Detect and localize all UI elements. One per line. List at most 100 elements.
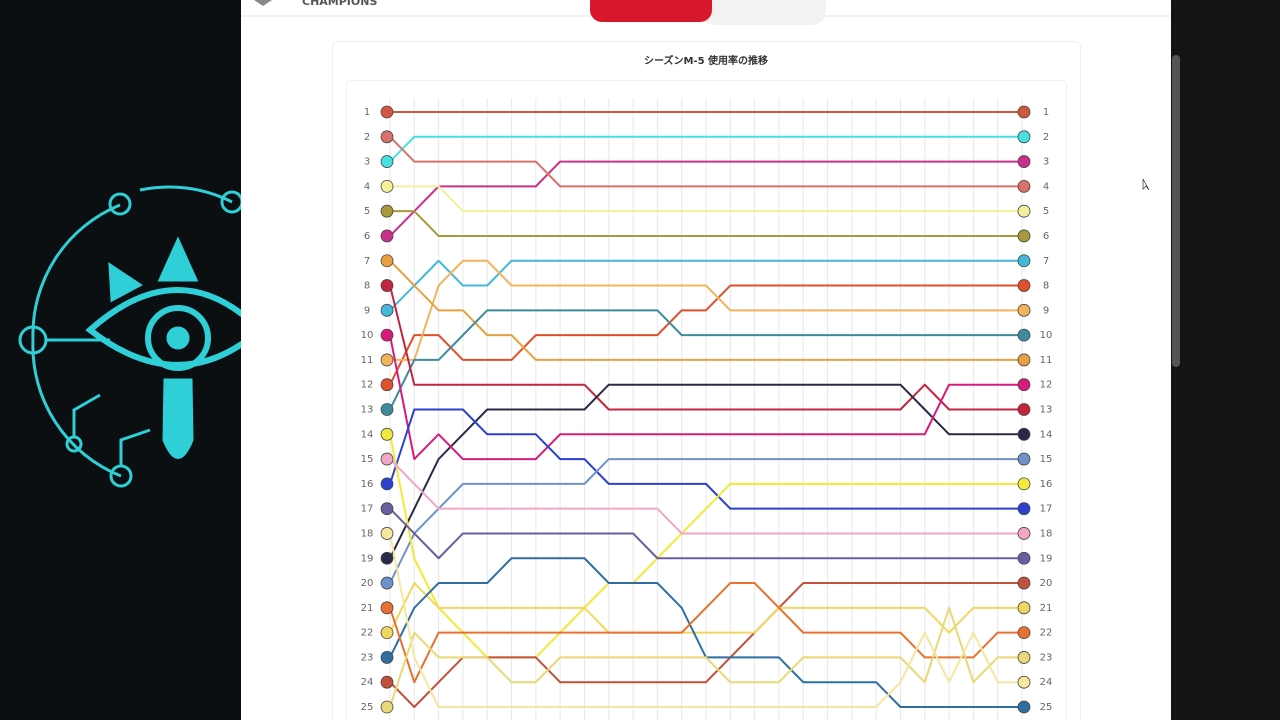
end-icon — [1017, 353, 1031, 367]
start-icon — [380, 675, 394, 689]
rank-label-right: 20 — [1040, 578, 1053, 589]
logo[interactable] — [254, 0, 272, 6]
start-icon — [380, 155, 394, 168]
rank-label-right: 19 — [1040, 553, 1053, 564]
rank-line — [389, 458, 1022, 535]
rank-label-left: 22 — [361, 628, 374, 639]
rank-label-right: 2 — [1043, 132, 1049, 143]
rank-label-left: 14 — [361, 429, 374, 440]
brand[interactable]: CHAMPIONS — [302, 0, 377, 8]
start-icon — [380, 576, 394, 590]
rank-label-right: 3 — [1043, 157, 1049, 168]
end-icon — [1017, 229, 1031, 243]
rank-line — [389, 458, 1022, 584]
rank-label-left: 20 — [361, 578, 374, 589]
rank-line — [389, 284, 1022, 386]
rank-label-left: 4 — [364, 181, 370, 192]
rank-label-left: 2 — [364, 132, 370, 143]
rank-label-left: 1 — [364, 107, 370, 118]
start-icon — [380, 700, 394, 714]
rank-label-right: 23 — [1040, 652, 1053, 663]
start-icon — [380, 403, 394, 416]
rank-label-right: 13 — [1040, 405, 1053, 416]
rank-label-right: 7 — [1043, 256, 1049, 267]
rank-label-left: 23 — [361, 652, 374, 663]
start-icon — [380, 105, 394, 119]
rank-label-left: 19 — [361, 553, 374, 564]
start-icon — [380, 427, 394, 441]
start-icon — [380, 626, 394, 640]
start-icon — [380, 477, 394, 491]
rank-label-right: 25 — [1040, 702, 1053, 713]
end-icon — [1017, 179, 1031, 193]
rank-label-left: 7 — [364, 256, 370, 267]
rank-line — [389, 260, 1022, 361]
end-icon — [1017, 675, 1031, 689]
rank-line — [389, 136, 1022, 188]
rank-line — [389, 533, 1022, 708]
rank-label-left: 12 — [361, 380, 374, 391]
start-icon — [380, 452, 394, 466]
start-icon — [380, 353, 394, 367]
rank-label-right: 17 — [1040, 504, 1053, 515]
rank-label-left: 3 — [364, 157, 370, 168]
end-icon — [1017, 502, 1031, 516]
right-margin — [1171, 0, 1280, 720]
end-icon — [1017, 551, 1031, 565]
rank-label-left: 15 — [361, 454, 374, 465]
toggle-track[interactable] — [700, 0, 826, 25]
end-icon — [1017, 452, 1031, 466]
end-icon — [1017, 204, 1031, 218]
rank-label-right: 5 — [1043, 206, 1049, 217]
end-icon — [1017, 527, 1031, 540]
end-icon — [1017, 651, 1031, 664]
start-icon — [380, 229, 394, 243]
start-icon — [380, 204, 394, 218]
rank-label-left: 5 — [364, 206, 370, 217]
rank-label-left: 21 — [361, 603, 374, 614]
rank-line — [389, 383, 1022, 559]
start-icon — [380, 502, 394, 516]
rank-label-right: 15 — [1040, 454, 1053, 465]
start-icon — [380, 179, 394, 193]
rank-line — [390, 210, 1022, 237]
rank-line — [390, 259, 1022, 361]
end-icon — [1017, 130, 1031, 144]
rank-label-right: 21 — [1040, 603, 1053, 614]
scrollbar[interactable] — [1172, 55, 1180, 367]
rank-label-right: 9 — [1043, 305, 1049, 316]
rank-line — [389, 135, 1022, 163]
rank-label-left: 6 — [364, 231, 370, 242]
tab-button[interactable] — [590, 0, 712, 22]
rank-line — [389, 582, 1022, 708]
rank-line — [389, 309, 1022, 410]
rank-label-right: 10 — [1040, 330, 1053, 341]
end-icon — [1017, 254, 1031, 268]
start-icon — [380, 328, 394, 342]
rank-label-left: 24 — [361, 677, 374, 688]
rank-label-left: 10 — [361, 330, 374, 341]
rank-label-left: 9 — [364, 305, 370, 316]
rank-line — [389, 285, 1022, 411]
rank-line — [389, 259, 1022, 312]
rank-label-left: 25 — [361, 702, 374, 713]
start-icon — [380, 378, 394, 392]
rank-label-right: 22 — [1040, 628, 1053, 639]
rank-line — [390, 185, 1022, 213]
end-icon — [1017, 328, 1031, 342]
rank-label-left: 16 — [361, 479, 374, 490]
end-icon — [1017, 155, 1031, 168]
start-icon — [380, 130, 394, 144]
end-icon — [1017, 576, 1031, 590]
rank-label-right: 16 — [1040, 479, 1053, 490]
rank-label-left: 17 — [361, 504, 374, 515]
start-icon — [380, 601, 394, 615]
wallpaper — [18, 185, 241, 488]
end-icon — [1017, 279, 1031, 292]
chart-title: シーズンM-5 使用率の推移 — [644, 54, 768, 67]
end-icon — [1017, 601, 1031, 615]
rank-line — [389, 408, 1022, 510]
rank-label-right: 14 — [1040, 429, 1053, 440]
